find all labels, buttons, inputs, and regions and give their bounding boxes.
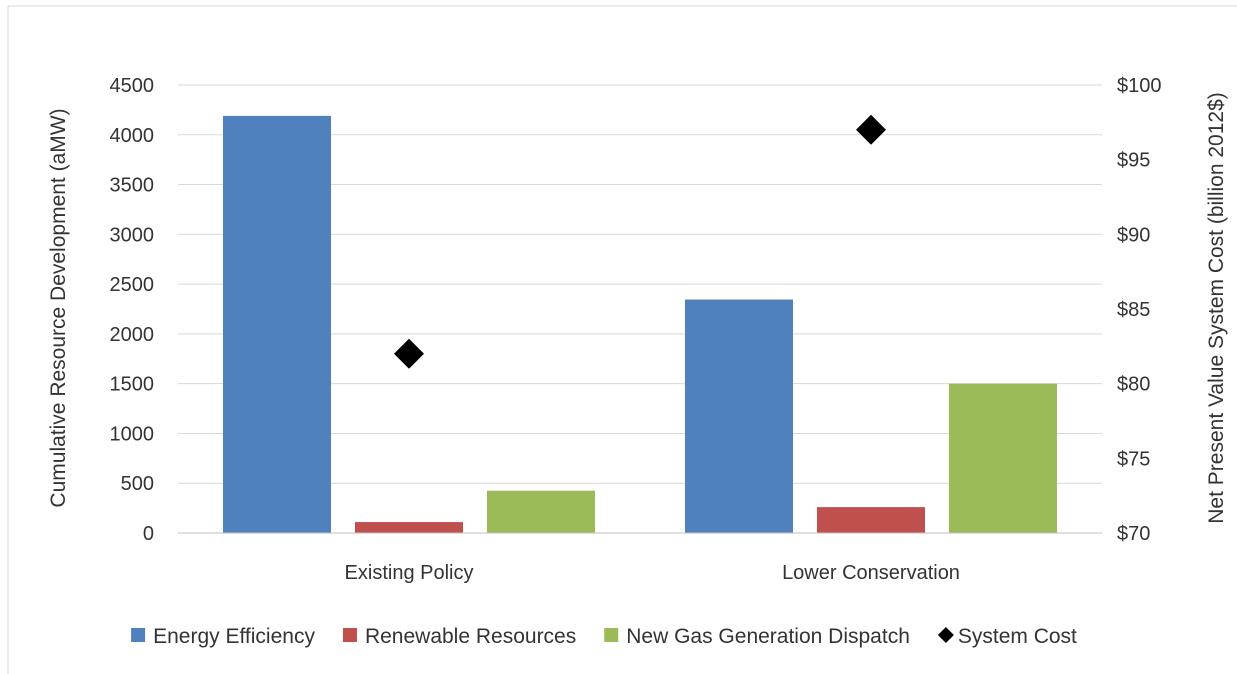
legend-label: New Gas Generation Dispatch <box>626 625 910 648</box>
legend-swatch <box>342 628 357 642</box>
y2-tick-label: $70 <box>1117 523 1150 545</box>
y2-tick-label: $95 <box>1117 150 1150 172</box>
y-tick-label: 2500 <box>110 274 155 296</box>
bar-new-gas-generation-dispatch-existing-policy <box>487 490 595 533</box>
y2-tick-label: $90 <box>1117 224 1150 246</box>
gridlines <box>178 84 1102 484</box>
y-tick-label: 2000 <box>110 324 155 346</box>
legend-item-system-cost: System Cost <box>937 625 1077 648</box>
x-axis-tick-labels: Existing Policy Lower Conservation <box>345 562 960 584</box>
bar-renewable-resources-lower-conservation <box>817 507 925 533</box>
y-tick-label: 3500 <box>110 175 155 197</box>
legend: Energy Efficiency Renewable Resources New … <box>131 625 1077 648</box>
y2-axis-title: Net Present Value System Cost (billion 2… <box>1205 92 1228 523</box>
system-cost-markers <box>394 114 886 369</box>
bar-energy-efficiency-lower-conservation <box>685 299 793 533</box>
y2-tick-label: $85 <box>1117 299 1150 321</box>
bar-energy-efficiency-existing-policy <box>223 115 331 534</box>
y2-axis-tick-labels: $70 $75 $80 $85 $90 $95 $100 <box>1117 75 1162 545</box>
marker-system-cost-existing-policy <box>394 338 424 369</box>
legend-item-new-gas-generation-dispatch: New Gas Generation Dispatch <box>604 625 910 648</box>
legend-label: Energy Efficiency <box>153 625 315 648</box>
bar-renewable-resources-existing-policy <box>355 522 463 533</box>
y-axis-tick-labels: 0 500 1000 1500 2000 2500 3000 3500 4000 4500 <box>110 75 155 545</box>
y-tick-label: 500 <box>121 473 154 495</box>
y-tick-label: 4000 <box>110 125 155 147</box>
legend-item-renewable-resources: Renewable Resources <box>342 625 576 648</box>
y-tick-label: 1500 <box>110 374 155 396</box>
legend-swatch <box>131 628 146 642</box>
y2-tick-label: $75 <box>1117 448 1150 470</box>
y2-tick-label: $100 <box>1117 75 1162 97</box>
x-tick-label: Lower Conservation <box>782 562 960 584</box>
y-tick-label: 0 <box>143 523 154 545</box>
y-axis-title: Cumulative Resource Development (aMW) <box>47 108 70 507</box>
x-tick-label: Existing Policy <box>345 562 474 584</box>
legend-swatch <box>937 627 954 643</box>
legend-label: System Cost <box>958 625 1077 648</box>
y2-tick-label: $80 <box>1117 374 1150 396</box>
legend-label: Renewable Resources <box>365 625 576 648</box>
bar-new-gas-generation-dispatch-lower-conservation <box>949 383 1057 533</box>
bars <box>223 115 1057 534</box>
y-tick-label: 4500 <box>110 75 155 97</box>
y-tick-label: 3000 <box>110 224 155 246</box>
legend-swatch <box>604 628 619 642</box>
marker-system-cost-lower-conservation <box>856 114 886 145</box>
legend-item-energy-efficiency: Energy Efficiency <box>131 625 315 648</box>
y-tick-label: 1000 <box>110 423 155 445</box>
